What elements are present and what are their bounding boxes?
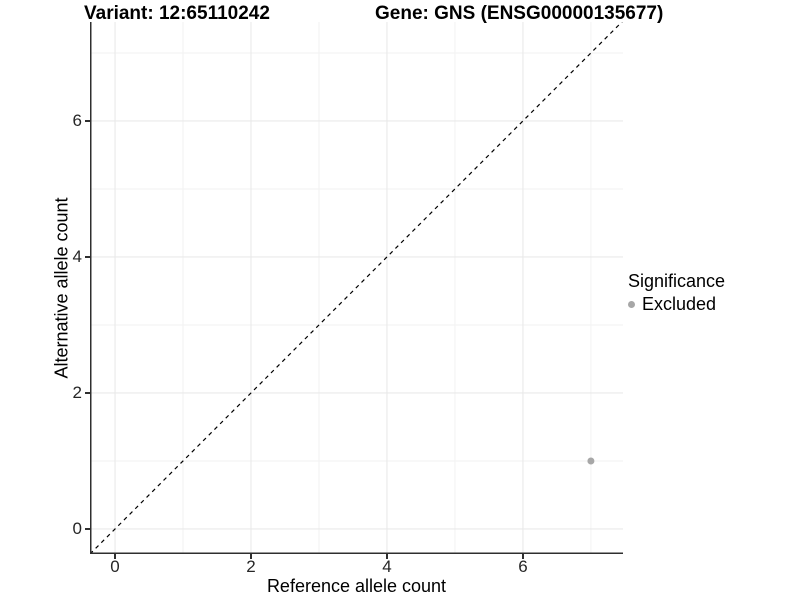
y-axis-tick <box>85 527 90 530</box>
x-axis-tick <box>249 554 252 559</box>
x-tick-label: 2 <box>246 557 256 576</box>
x-axis-title: Reference allele count <box>266 576 447 596</box>
legend-entry-label: Excluded <box>642 294 717 314</box>
y-axis-title: Alternative allele count <box>51 197 72 379</box>
x-axis-tick <box>114 554 117 559</box>
x-tick-label: 4 <box>382 557 392 576</box>
data-point <box>587 457 595 465</box>
y-tick-label: 2 <box>72 382 82 402</box>
y-axis-tick <box>85 119 90 122</box>
y-axis-tick <box>85 255 90 258</box>
legend-title: Significance <box>628 271 726 291</box>
plot-title-gene: Gene: GNS (ENSG00000135677) <box>375 3 664 24</box>
plot-title-variant: Variant: 12:65110242 <box>84 3 270 24</box>
y-axis-tick <box>85 391 90 394</box>
plot-panel <box>90 22 623 554</box>
identity-line <box>90 22 623 554</box>
x-axis-tick <box>521 554 524 559</box>
x-tick-label: 0 <box>110 557 120 576</box>
y-tick-label: 4 <box>72 246 82 266</box>
y-tick-label: 6 <box>72 110 82 130</box>
legend: Significance Excluded <box>628 271 725 314</box>
legend-point-icon <box>628 300 635 308</box>
x-axis-tick <box>385 554 388 559</box>
x-tick-label: 6 <box>518 557 528 576</box>
legend-entry-excluded: Excluded <box>628 294 725 314</box>
y-tick-label: 0 <box>72 518 82 538</box>
